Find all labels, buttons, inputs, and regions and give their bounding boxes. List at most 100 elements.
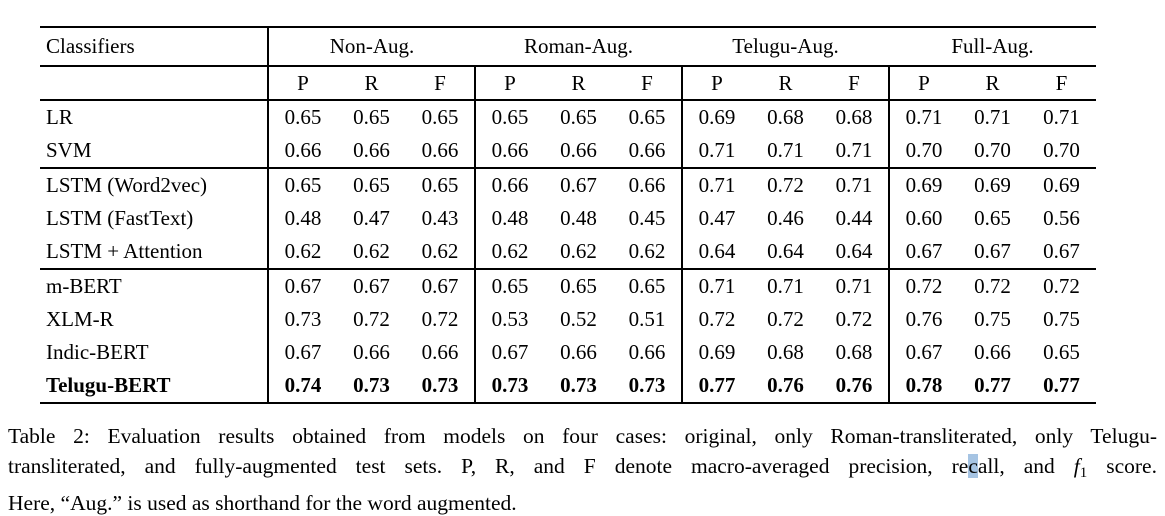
value-cell: 0.70 [888,134,958,168]
value-cell: 0.69 [1027,167,1096,202]
table-row: LSTM + Attention 0.62 0.62 0.62 0.62 0.62 0.62… [40,235,1096,269]
subcol-header-r: R [751,66,820,101]
value-cell: 0.53 [474,303,544,336]
subcol-header-f: F [1027,66,1096,101]
value-cell: 0.48 [267,202,337,235]
subcol-header-f: F [613,66,682,101]
table-row: LR 0.65 0.65 0.65 0.65 0.65 0.65 0.69 0.68 0.68 0.… [40,100,1096,134]
table-row: m-BERT 0.67 0.67 0.67 0.65 0.65 0.65 0.71 0.71 0.… [40,268,1096,303]
row-label: Indic-BERT [40,336,269,369]
value-cell: 0.66 [974,340,1011,364]
value-cell: 0.69 [681,100,751,134]
value-cell: 0.68 [835,105,873,129]
group-header-row: Classifiers Non-Aug. Roman-Aug. Telugu-Aug… [40,27,1096,67]
table-row: SVM 0.66 0.66 0.66 0.66 0.66 0.66 0.71 0.71 0.71 0… [40,134,1096,168]
value-cell: 0.69 [888,167,958,202]
value-cell: 0.73 [628,373,666,397]
value-cell: 0.72 [1027,268,1096,303]
value-cell: 0.67 [267,268,337,303]
subcol-header-r: R [958,66,1027,101]
paper-page: Classifiers Non-Aug. Roman-Aug. Telugu-Aug… [0,26,1165,516]
value-cell: 0.66 [353,340,390,364]
value-cell: 0.67 [406,268,475,303]
value-cell: 0.67 [337,268,406,303]
caption-text: all, and [977,454,1074,478]
value-cell: 0.62 [421,239,459,263]
value-cell: 0.65 [406,167,475,202]
value-cell: 0.71 [974,105,1011,129]
value-cell: 0.65 [474,268,544,303]
subcol-header-p: P [888,66,958,101]
value-cell: 0.66 [628,138,666,162]
table-row: Telugu-BERT 0.74 0.73 0.73 0.73 0.73 0.73 0.77 0… [40,369,1096,403]
value-cell: 0.62 [474,235,544,269]
value-cell: 0.56 [1043,206,1080,230]
value-cell: 0.73 [474,369,544,403]
value-cell: 0.76 [767,373,804,397]
value-cell: 0.74 [267,369,337,403]
value-cell: 0.72 [681,303,751,336]
value-cell: 0.65 [474,100,544,134]
value-cell: 0.66 [628,340,666,364]
value-cell: 0.67 [1043,239,1080,263]
value-cell: 0.67 [474,336,544,369]
caption-text: 1 [1079,465,1088,481]
value-cell: 0.64 [767,239,804,263]
value-cell: 0.48 [560,206,597,230]
table-row: Indic-BERT 0.67 0.66 0.66 0.67 0.66 0.66 0.69 0.… [40,336,1096,369]
results-table: Classifiers Non-Aug. Roman-Aug. Telugu-Aug… [40,26,1096,404]
subcol-header-f: F [820,66,889,101]
group-header-2: Roman-Aug. [475,27,682,67]
row-label: LR [40,100,269,134]
value-cell: 0.67 [888,336,958,369]
value-cell: 0.71 [681,167,751,202]
group-header-4: Full-Aug. [889,27,1096,67]
value-cell: 0.51 [628,307,666,331]
value-cell: 0.65 [974,206,1011,230]
value-cell: 0.73 [421,373,459,397]
value-cell: 0.73 [353,373,390,397]
value-cell: 0.52 [560,307,597,331]
value-cell: 0.60 [888,202,958,235]
value-cell: 0.71 [681,134,751,168]
value-cell: 0.77 [974,373,1011,397]
value-cell: 0.66 [421,138,459,162]
value-cell: 0.75 [974,307,1011,331]
value-cell: 0.71 [820,268,889,303]
value-cell: 0.62 [353,239,390,263]
caption-text: f [1073,454,1080,478]
row-label: m-BERT [40,268,269,303]
value-cell: 0.77 [1043,373,1080,397]
row-label: XLM-R [40,303,269,336]
value-cell: 0.66 [560,138,597,162]
value-cell: 0.65 [1043,340,1080,364]
value-cell: 0.47 [681,202,751,235]
value-cell: 0.70 [1043,138,1080,162]
row-label: LSTM (FastText) [40,202,269,235]
value-cell: 0.65 [613,268,682,303]
subcol-header-r: R [544,66,613,101]
value-cell: 0.68 [835,340,873,364]
caption-text: Here, “Aug.” is used as shorthand for th… [8,491,517,515]
value-cell: 0.66 [267,134,337,168]
value-cell: 0.77 [681,369,751,403]
value-cell: 0.65 [544,268,613,303]
value-cell: 0.64 [681,235,751,269]
value-cell: 0.48 [474,202,544,235]
group-header-1: Non-Aug. [268,27,475,67]
row-label: Telugu-BERT [40,369,269,403]
value-cell: 0.46 [767,206,804,230]
table-body: LR 0.65 0.65 0.65 0.65 0.65 0.65 0.69 0.68 0.68 0.… [40,100,1096,403]
value-cell: 0.78 [888,369,958,403]
value-cell: 0.67 [544,167,613,202]
value-cell: 0.69 [958,167,1027,202]
caption-line-3: Here, “Aug.” is used as shorthand for th… [8,488,1157,516]
table-row: LSTM (Word2vec) 0.65 0.65 0.65 0.66 0.67 0.66 0… [40,167,1096,202]
value-cell: 0.62 [560,239,597,263]
value-cell: 0.66 [353,138,390,162]
value-cell: 0.66 [474,167,544,202]
value-cell: 0.65 [267,167,337,202]
classifiers-header: Classifiers [40,27,269,67]
table-caption: Table 2: Evaluation results obtained fro… [8,421,1157,516]
